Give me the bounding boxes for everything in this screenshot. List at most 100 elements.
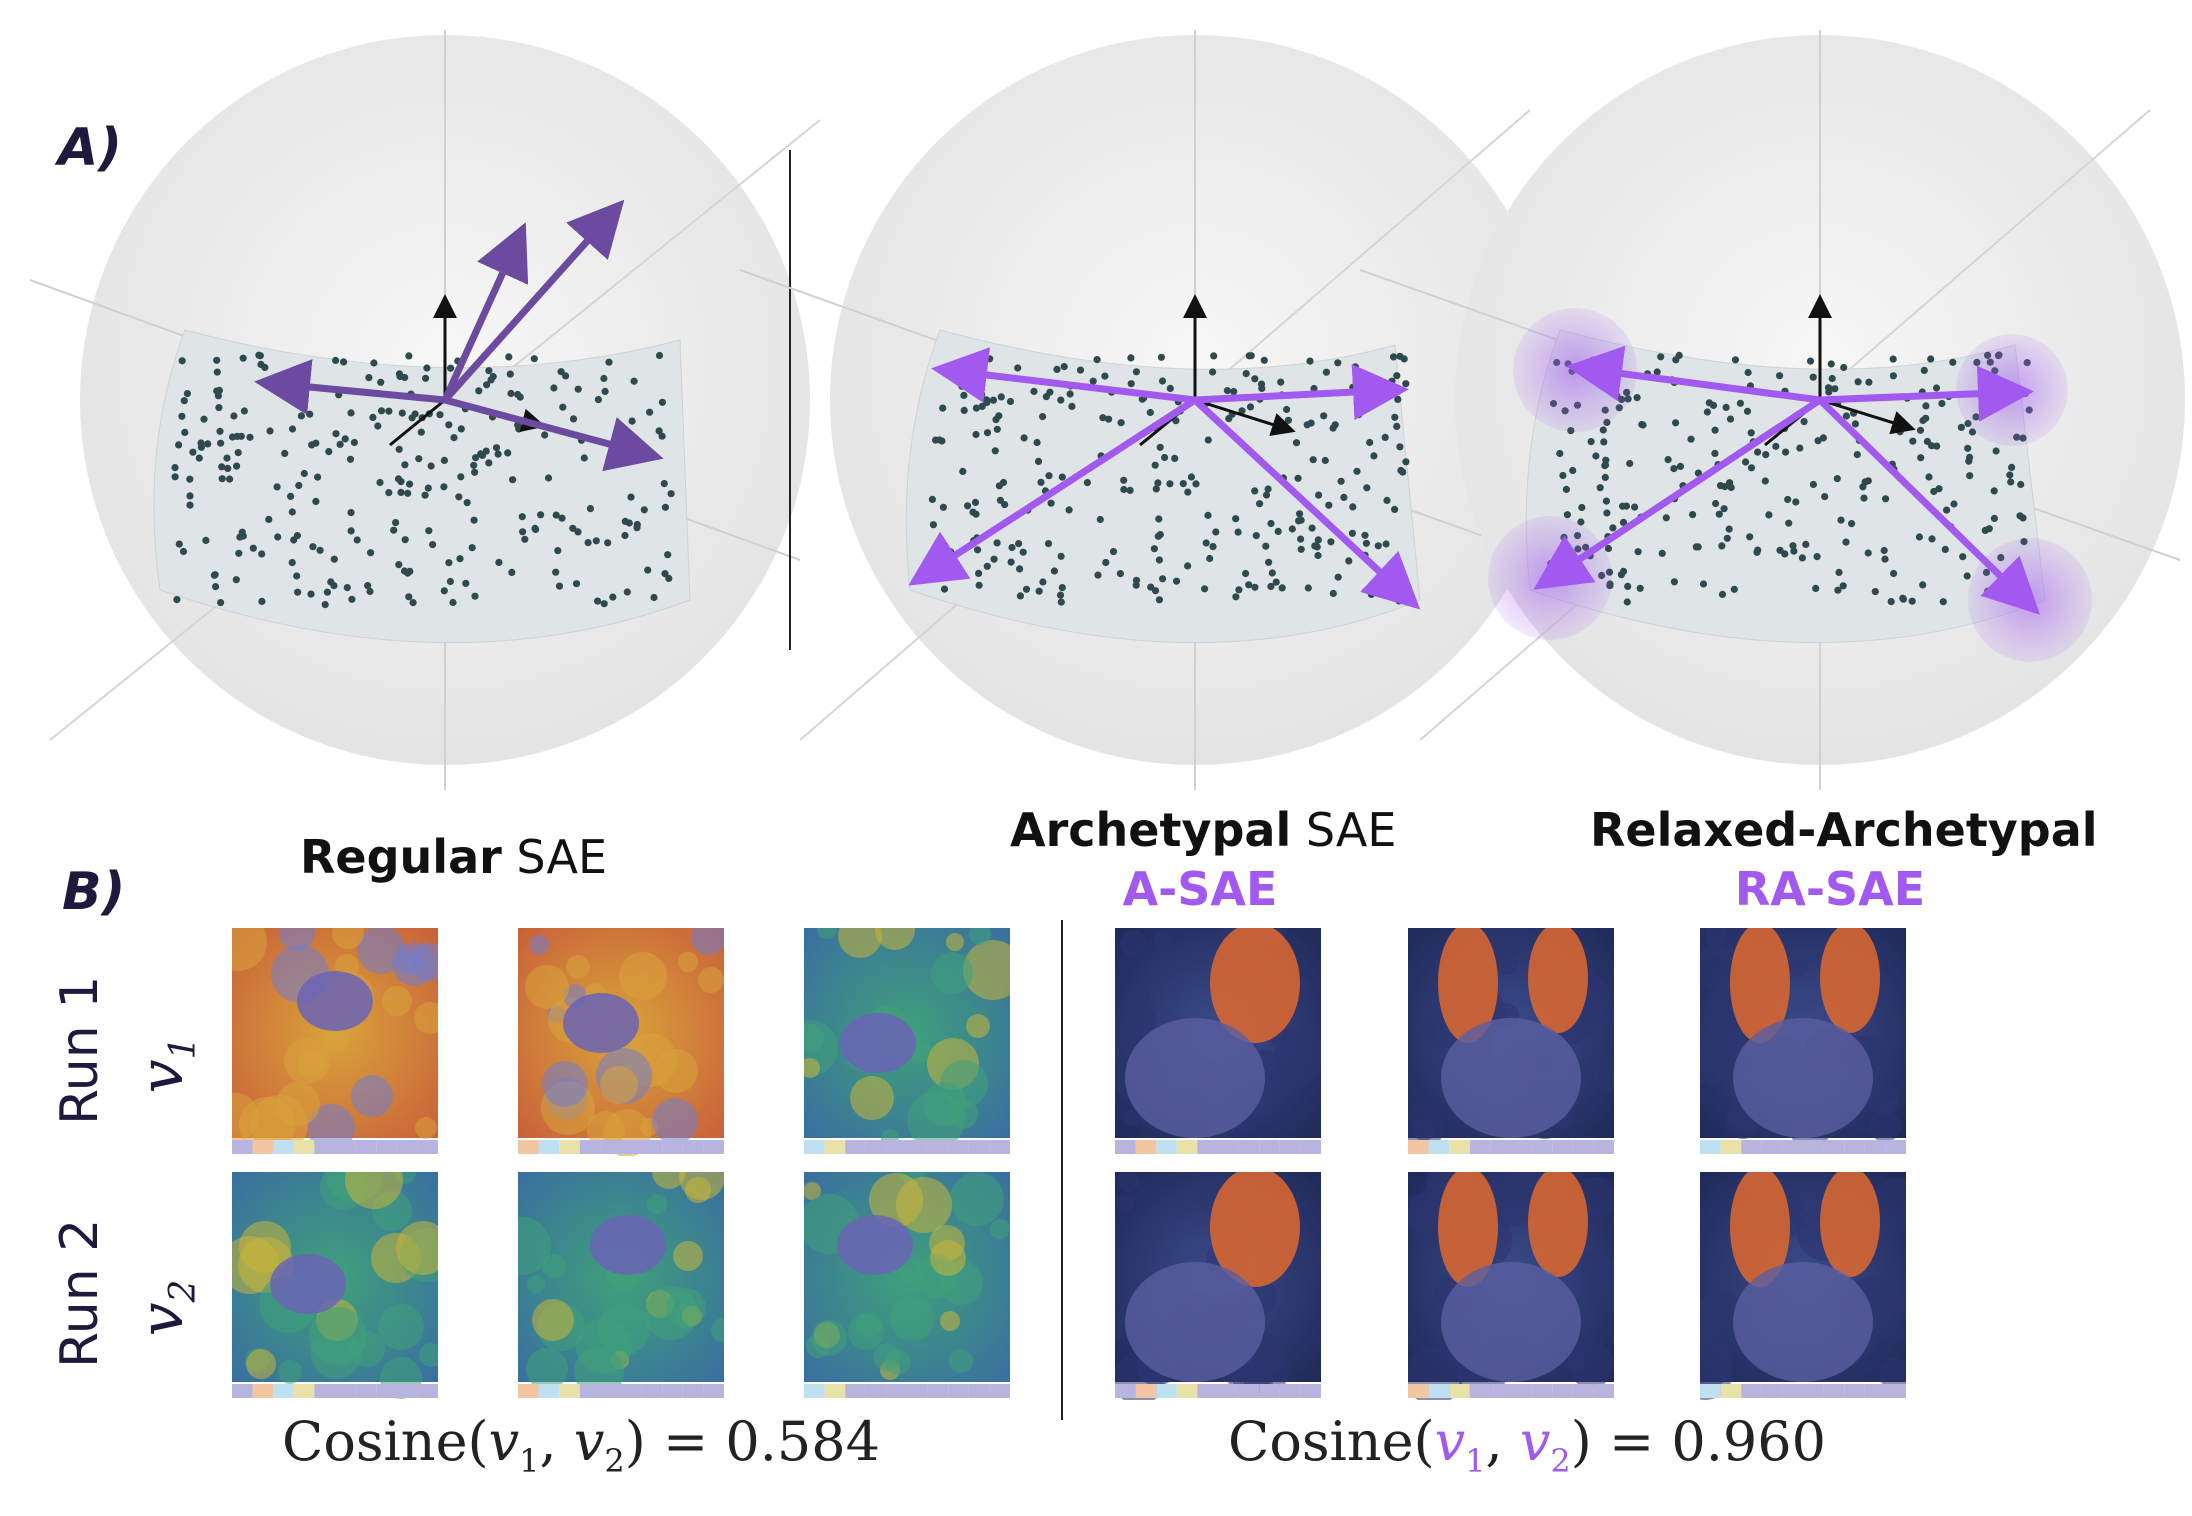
data-point xyxy=(415,455,423,463)
panel-b-label: B) xyxy=(62,862,126,922)
data-point xyxy=(1396,443,1404,451)
data-point xyxy=(1101,372,1109,380)
data-point xyxy=(421,491,429,499)
data-point xyxy=(655,427,663,435)
data-point xyxy=(228,433,237,441)
data-point xyxy=(1120,476,1128,484)
data-point xyxy=(293,572,301,580)
data-point xyxy=(171,473,179,481)
data-point xyxy=(505,353,513,361)
data-point xyxy=(1865,378,1873,386)
data-point xyxy=(449,598,457,607)
data-point xyxy=(976,355,984,363)
data-point xyxy=(506,370,514,378)
data-point xyxy=(1033,438,1041,447)
data-point xyxy=(1251,583,1259,591)
data-point xyxy=(1712,499,1720,508)
heatmap-tile xyxy=(518,928,724,1156)
data-point xyxy=(1014,364,1022,372)
data-point xyxy=(405,352,413,360)
data-point xyxy=(1334,359,1342,367)
data-point xyxy=(1391,505,1399,513)
data-point xyxy=(1007,558,1015,566)
data-point xyxy=(417,428,425,436)
data-point xyxy=(287,492,295,500)
data-point xyxy=(234,449,242,457)
data-point xyxy=(1147,583,1155,591)
data-point xyxy=(1853,451,1861,459)
data-point xyxy=(959,467,967,475)
data-point xyxy=(1325,501,1333,509)
data-point xyxy=(1837,516,1845,524)
data-point xyxy=(1297,545,1305,553)
data-point xyxy=(204,440,212,448)
data-point xyxy=(1935,485,1943,493)
data-point xyxy=(1718,542,1726,550)
data-point xyxy=(531,524,539,533)
data-point xyxy=(592,537,600,545)
data-point xyxy=(1105,415,1113,423)
data-point xyxy=(353,536,361,544)
data-point xyxy=(1382,540,1390,548)
data-point xyxy=(440,587,448,595)
data-point xyxy=(1094,571,1102,579)
data-point xyxy=(1242,569,1250,578)
data-point xyxy=(1351,363,1359,371)
data-point xyxy=(646,408,654,416)
data-point xyxy=(1066,390,1074,398)
data-point xyxy=(1257,380,1266,388)
row-label-run1: Run 1 xyxy=(50,975,110,1125)
data-point xyxy=(223,454,231,462)
data-point xyxy=(1776,372,1784,380)
data-point xyxy=(1899,594,1907,602)
data-point xyxy=(1851,420,1859,428)
data-point xyxy=(2007,478,2015,486)
data-point xyxy=(1796,444,1804,452)
data-point xyxy=(230,412,238,420)
data-point xyxy=(972,430,980,439)
data-point xyxy=(1166,384,1174,392)
data-point xyxy=(1096,515,1104,524)
data-point xyxy=(1296,510,1304,518)
data-point xyxy=(1890,569,1898,578)
data-point xyxy=(1039,413,1047,421)
data-point xyxy=(202,536,210,545)
data-point xyxy=(978,390,986,399)
data-point xyxy=(555,582,564,590)
data-point xyxy=(997,393,1005,401)
data-point xyxy=(1742,458,1750,466)
data-point xyxy=(1155,515,1163,523)
data-point xyxy=(1314,551,1322,560)
data-point xyxy=(274,533,282,541)
data-point xyxy=(2006,471,2014,479)
data-point xyxy=(1602,497,1610,505)
data-point xyxy=(600,374,608,383)
data-point xyxy=(1842,412,1850,420)
data-point xyxy=(1754,448,1762,456)
column-subtitle-rasae: RA-SAE xyxy=(1734,862,1926,916)
data-point xyxy=(1694,469,1702,477)
heatmap-tile xyxy=(804,928,1010,1156)
data-point xyxy=(507,389,515,398)
data-point xyxy=(1633,394,1641,402)
data-point xyxy=(1327,538,1335,546)
data-point xyxy=(1917,454,1925,462)
data-point xyxy=(1559,471,1567,480)
data-point xyxy=(1058,584,1066,592)
data-point xyxy=(621,531,629,540)
data-point xyxy=(1192,480,1200,488)
data-point xyxy=(624,437,632,445)
data-point xyxy=(323,588,331,596)
data-point xyxy=(186,492,194,500)
data-point xyxy=(1653,368,1661,376)
data-point xyxy=(1802,540,1810,549)
data-point xyxy=(1008,543,1016,552)
data-point xyxy=(195,454,203,462)
data-point xyxy=(374,422,382,430)
data-point xyxy=(978,402,986,410)
data-point xyxy=(240,407,248,415)
data-point xyxy=(1277,378,1285,386)
data-point xyxy=(408,414,416,422)
data-point xyxy=(521,535,529,543)
data-point xyxy=(628,417,636,425)
